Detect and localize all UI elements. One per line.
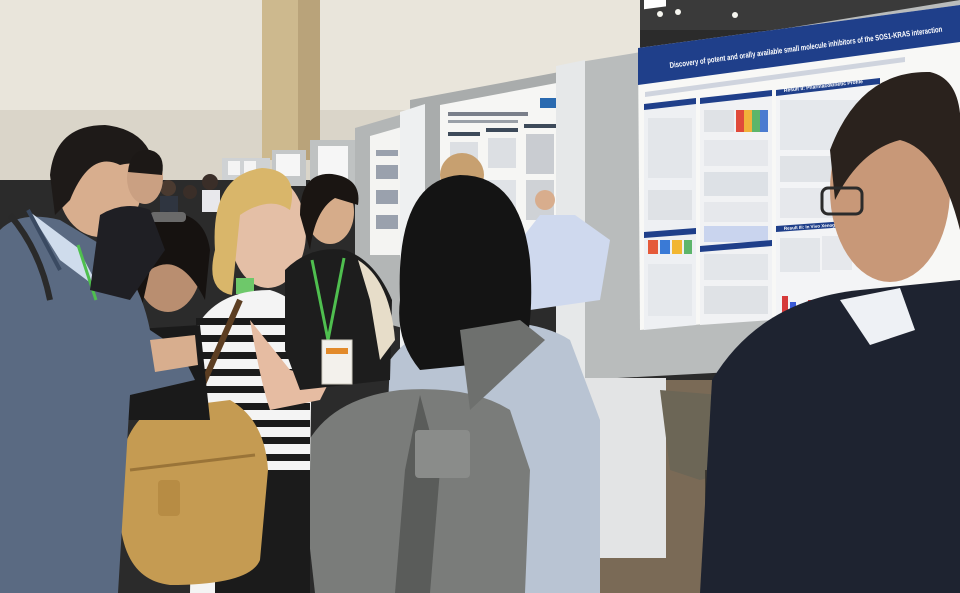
ceiling-light — [732, 12, 738, 18]
person-woman-center — [300, 175, 600, 593]
person-woman-lanyard — [285, 173, 395, 390]
person-man-background-left — [90, 149, 165, 300]
poster-main-banner — [638, 5, 960, 85]
poster-author-line — [645, 57, 905, 97]
ceiling-light — [675, 9, 681, 15]
person-man-right — [700, 71, 960, 593]
ceiling-light — [657, 11, 663, 17]
background-crowd — [160, 174, 220, 216]
poster-section-vivo: Result III: In Vivo Xenograft — [784, 222, 843, 231]
column-shadow — [298, 0, 320, 160]
poster-middle-figures — [376, 150, 398, 229]
poster-logo — [644, 0, 666, 10]
